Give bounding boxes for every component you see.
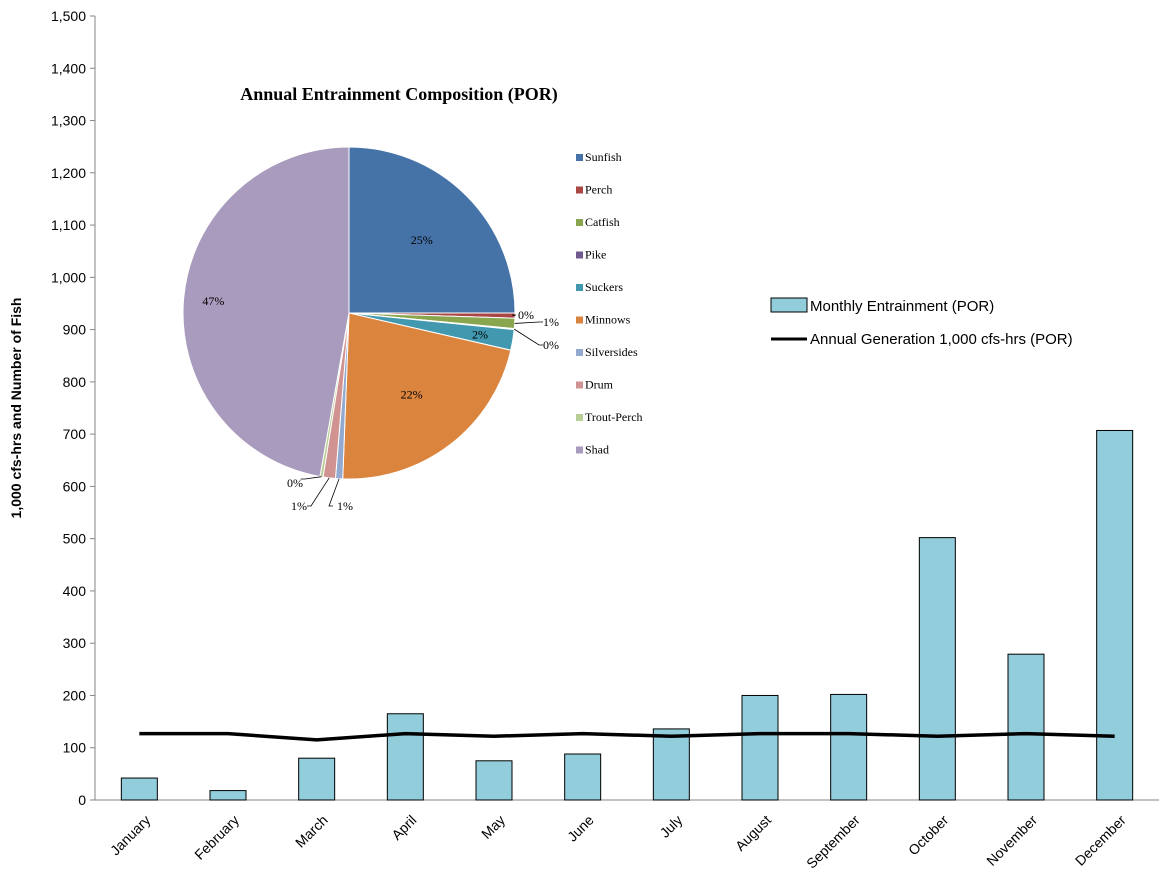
y-tick-label: 800: [63, 374, 87, 390]
x-tick-label: February: [191, 812, 242, 863]
pie-label-silversides: 1%: [337, 499, 353, 513]
y-tick-label: 400: [63, 583, 87, 599]
line-series: [139, 731, 1115, 742]
bar-chart-legend: Monthly Entrainment (POR) Annual Generat…: [770, 297, 1073, 348]
pie-legend-label-perch: Perch: [585, 183, 612, 197]
y-tick-label: 900: [63, 322, 87, 338]
pie-label-trout-perch: 0%: [287, 476, 303, 490]
bar-november: [1007, 653, 1045, 801]
pie-legend-swatch-perch: [576, 186, 583, 194]
y-axis-title: 1,000 cfs-hrs and Number of Fish: [8, 298, 24, 519]
pie-slice-minnows: [342, 312, 512, 480]
pie-legend-label-drum: Drum: [585, 378, 614, 392]
y-tick-label: 1,200: [51, 165, 86, 181]
pie-label-sunfish: 25%: [411, 233, 433, 247]
x-tick-label: November: [983, 812, 1040, 869]
pie-legend-swatch-drum: [576, 381, 583, 389]
y-tick-label: 1,100: [51, 217, 86, 233]
bar-june: [564, 753, 602, 801]
x-tick-label: December: [1072, 812, 1129, 869]
pie-legend-swatch-pike: [576, 251, 583, 259]
bar-january: [120, 777, 158, 801]
bar-may: [475, 760, 513, 801]
pie-label-catfish: 1%: [543, 315, 559, 329]
pie-label-shad: 47%: [202, 294, 224, 308]
y-tick-label: 700: [63, 426, 87, 442]
pie-leader-line: [511, 314, 516, 316]
bar-august: [741, 694, 779, 801]
pie-label-perch: 0%: [518, 308, 534, 322]
pie-legend-swatch-shad: [576, 446, 583, 454]
pie-leader-line: [514, 321, 543, 324]
x-tick-label: October: [905, 812, 952, 859]
pie-slices: [182, 146, 516, 480]
x-tick-label: August: [732, 812, 774, 854]
x-tick-label: April: [388, 812, 419, 843]
pie-legend-label-suckers: Suckers: [585, 280, 623, 294]
pie-legend-swatch-minnows: [576, 316, 583, 324]
x-tick-label: September: [803, 812, 863, 872]
pie-label-minnows: 22%: [401, 388, 423, 402]
pie-label-suckers: 2%: [472, 328, 488, 342]
x-tick-label: March: [292, 812, 331, 851]
bar-october: [918, 537, 956, 801]
bar-july: [652, 728, 690, 801]
y-tick-label: 1,000: [51, 269, 86, 285]
y-tick-label: 500: [63, 531, 87, 547]
legend-swatch-monthly-entrainment: [770, 297, 808, 313]
bar-september: [830, 693, 868, 801]
pie-legend: Sunfish Perch Catfish Pike Suckers Minnows Sil…: [576, 150, 643, 457]
pie-label-pike: 0%: [543, 338, 559, 352]
bar-february: [209, 790, 247, 801]
pie-slice-sunfish: [348, 146, 516, 314]
pie-data-labels: 25% 0% 1% 0% 2% 22% 1% 1% 0% 47%: [202, 233, 559, 513]
pie-legend-label-minnows: Minnows: [585, 313, 631, 327]
legend-label-annual-generation: Annual Generation 1,000 cfs-hrs (POR): [810, 331, 1073, 348]
pie-leader-line: [301, 476, 322, 480]
x-tick-label: June: [564, 812, 597, 845]
y-tick-label: 1,500: [51, 8, 86, 24]
pie-leader-line: [307, 477, 330, 507]
bar-series: [120, 429, 1134, 801]
pie-chart: Annual Entrainment Composition (POR) 25%…: [182, 84, 643, 513]
y-tick-label: 300: [63, 635, 87, 651]
pie-legend-label-shad: Shad: [585, 443, 609, 457]
pie-legend-label-sunfish: Sunfish: [585, 150, 622, 164]
pie-legend-label-trout-perch: Trout-Perch: [585, 410, 643, 424]
y-axis-ticks: 0 100 200 300 400 500 600 700 800 900 1,000 1,100 1,…: [51, 8, 95, 808]
pie-leader-line: [513, 328, 543, 346]
pie-legend-swatch-catfish: [576, 219, 583, 226]
annual-generation-line: [139, 731, 1115, 742]
pie-label-drum: 1%: [291, 499, 307, 513]
bar-april: [386, 713, 424, 801]
pie-legend-label-pike: Pike: [585, 248, 606, 262]
pie-legend-label-catfish: Catfish: [585, 215, 620, 229]
x-tick-label: January: [107, 812, 154, 859]
y-tick-label: 600: [63, 478, 87, 494]
pie-title: Annual Entrainment Composition (POR): [240, 84, 558, 105]
bar-march: [298, 757, 336, 801]
y-tick-label: 200: [63, 687, 87, 703]
pie-slice-shad: [182, 146, 350, 478]
y-tick-label: 100: [63, 740, 87, 756]
x-tick-label: July: [657, 812, 686, 841]
pie-legend-swatch-silversides: [576, 349, 583, 356]
bar-chart: 0 100 200 300 400 500 600 700 800 900 1,000 1,100 1,…: [8, 8, 1159, 872]
legend-label-monthly-entrainment: Monthly Entrainment (POR): [810, 298, 994, 315]
y-tick-label: 0: [78, 792, 86, 808]
pie-legend-swatch-suckers: [576, 284, 583, 291]
pie-legend-swatch-trout-perch: [576, 414, 583, 421]
bar-december: [1096, 429, 1134, 801]
pie-leader-line: [328, 478, 340, 507]
x-axis-ticks: January February March April May June July Augu…: [107, 812, 1129, 872]
y-tick-label: 1,400: [51, 60, 86, 76]
pie-legend-swatch-sunfish: [576, 154, 583, 161]
x-tick-label: May: [478, 812, 508, 842]
pie-legend-label-silversides: Silversides: [585, 345, 638, 359]
y-tick-label: 1,300: [51, 113, 86, 129]
